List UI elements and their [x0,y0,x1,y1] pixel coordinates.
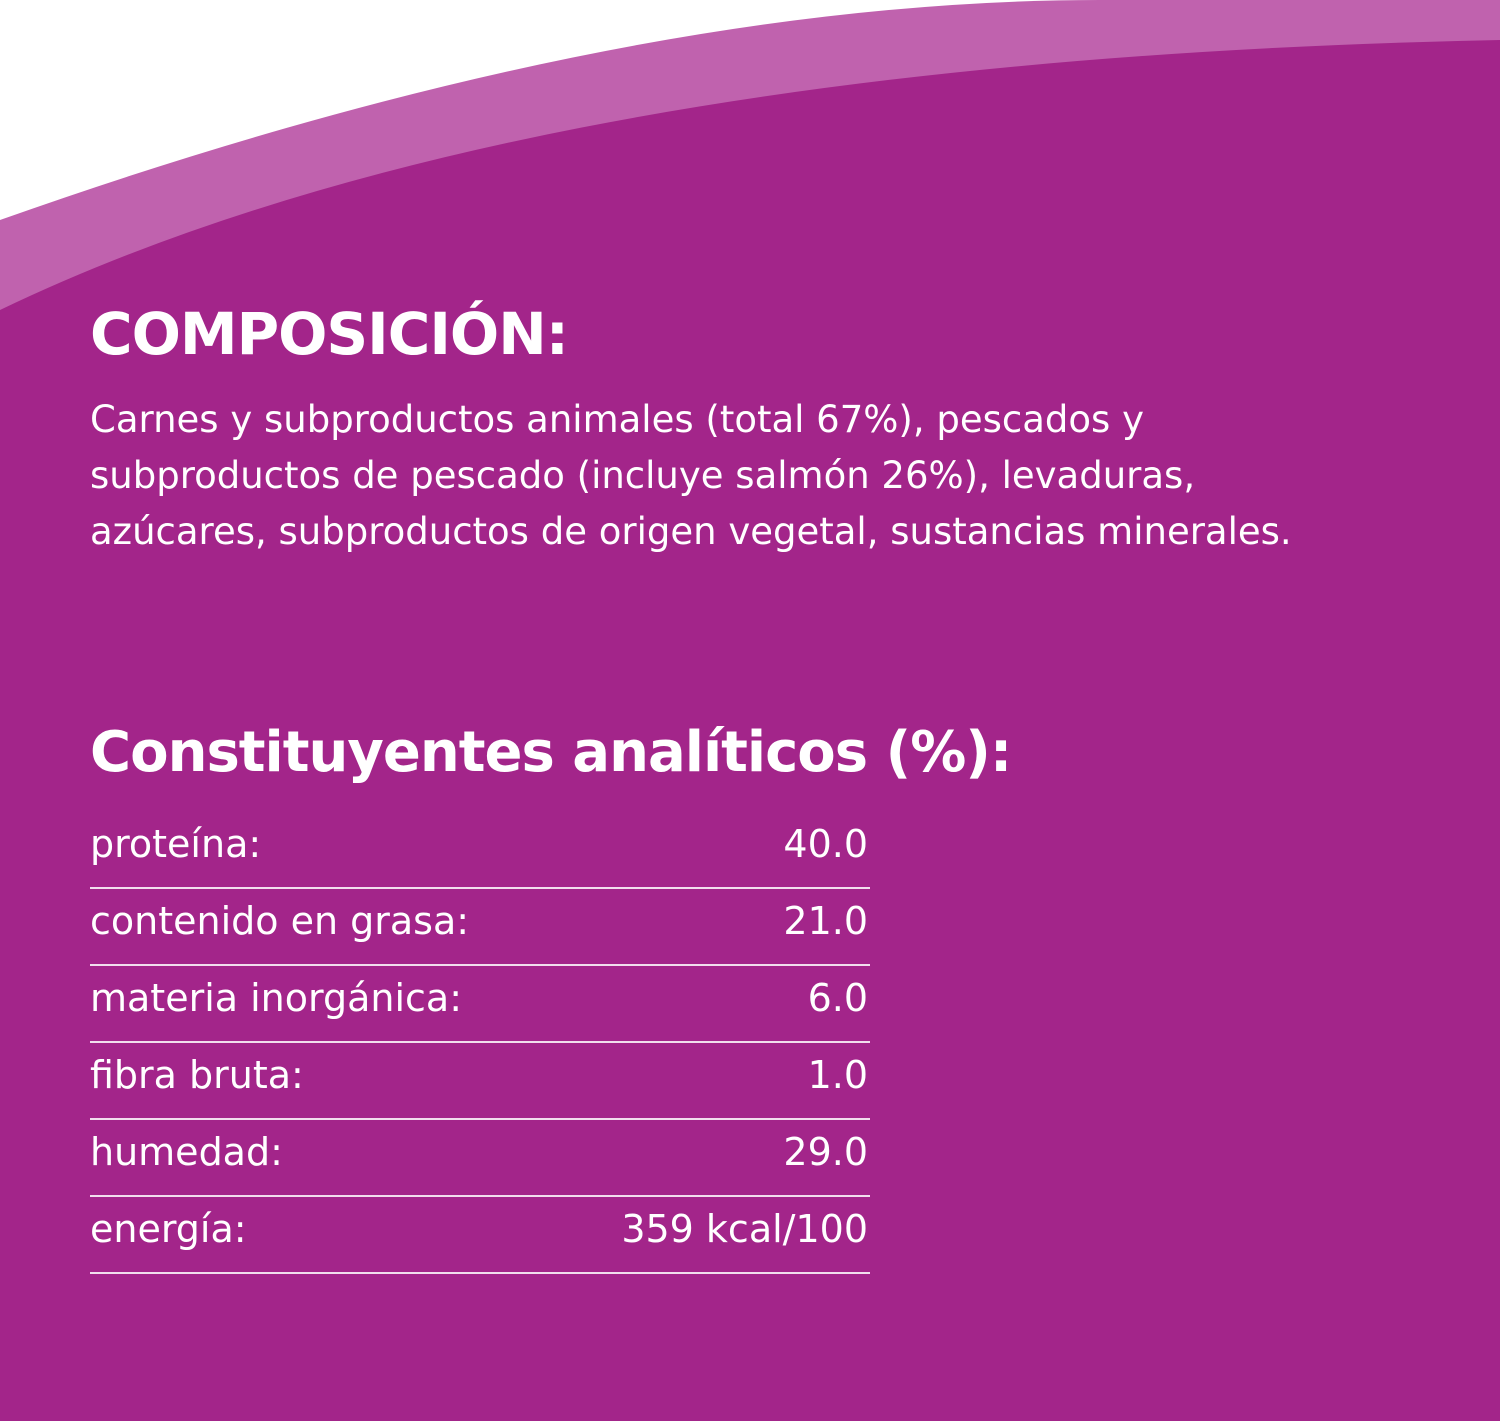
composition-text: Carnes y subproductos animales (total 67… [90,392,1292,560]
analysis-table: proteína: 40.0 contenido en grasa: 21.0 mate… [90,812,870,1274]
text-line: subproductos de pescado (incluye salmón … [90,454,1196,497]
row-value: 29.0 [783,1130,868,1174]
row-label: energía: [90,1207,247,1251]
row-value: 1.0 [807,1053,868,1097]
table-row: energía: 359 kcal/100 [90,1197,870,1274]
row-label: contenido en grasa: [90,899,470,943]
row-value: 359 kcal/100 [621,1207,868,1251]
text-line: Carnes y subproductos animales (total 67… [90,398,1144,441]
row-value: 21.0 [783,899,868,943]
composition-title: COMPOSICIÓN: [90,300,569,368]
row-label: proteína: [90,822,262,866]
table-row: contenido en grasa: 21.0 [90,889,870,966]
table-row: humedad: 29.0 [90,1120,870,1197]
row-label: humedad: [90,1130,283,1174]
analysis-title: Constituyentes analíticos (%): [90,720,1012,785]
row-value: 40.0 [783,822,868,866]
row-value: 6.0 [807,976,868,1020]
table-row: proteína: 40.0 [90,812,870,889]
table-row: materia inorgánica: 6.0 [90,966,870,1043]
row-label: materia inorgánica: [90,976,463,1020]
main-panel [0,40,1500,1421]
row-label: fibra bruta: [90,1053,304,1097]
text-line: azúcares, subproductos de origen vegetal… [90,510,1292,553]
table-row: fibra bruta: 1.0 [90,1043,870,1120]
